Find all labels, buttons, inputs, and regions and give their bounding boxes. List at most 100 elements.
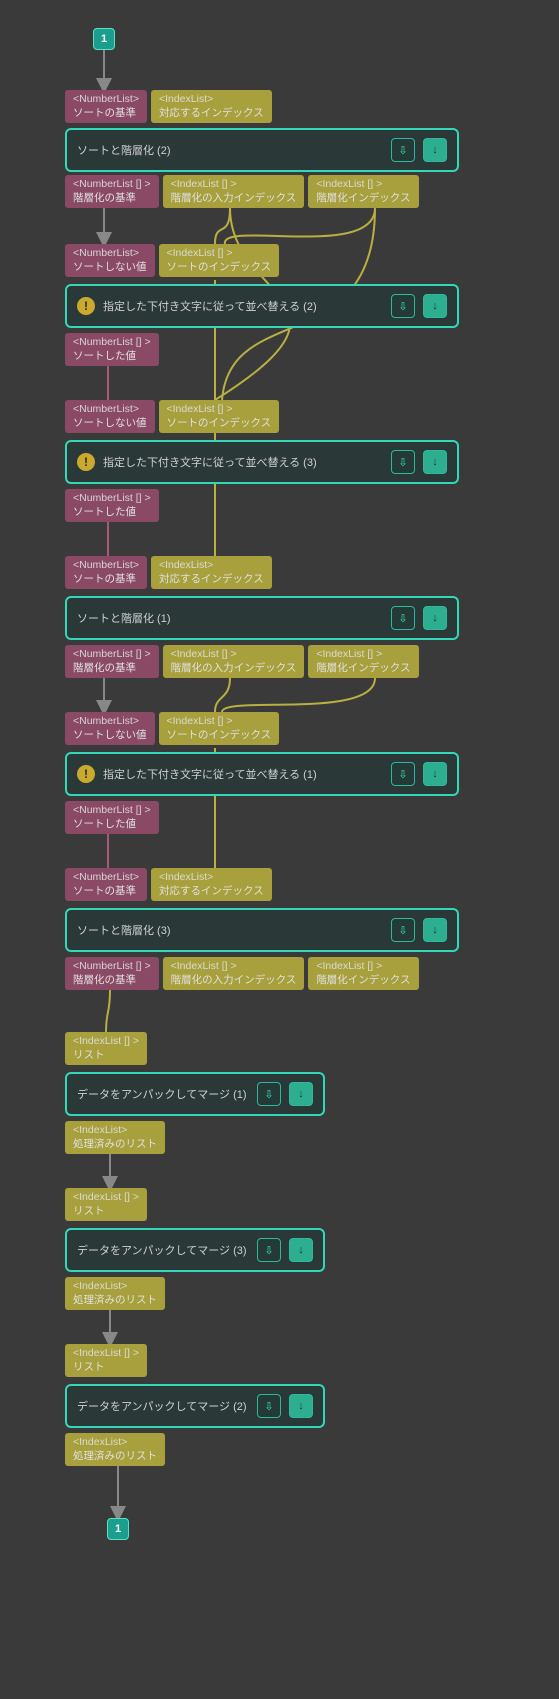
port-type: <NumberList [] > [73,648,151,660]
node-title: ソートと階層化 (1) [77,610,383,626]
port-sorted-value[interactable]: <NumberList [] > ソートした値 [65,489,159,522]
port-sort-basis[interactable]: <NumberList> ソートの基準 [65,90,147,123]
port-sort-index[interactable]: <IndexList [] > ソートのインデックス [159,712,280,745]
arrow-down-icon[interactable]: ↓ [423,294,447,318]
port-label: 階層化の入力インデックス [171,192,297,206]
node-sort-sub-3[interactable]: ! 指定した下付き文字に従って並べ替える (3) ⇩ ↓ [65,440,459,484]
arrow-down-icon[interactable]: ↓ [289,1238,313,1262]
node-title: ソートと階層化 (2) [77,142,383,158]
outputs-sort-hier-2: <NumberList [] > 階層化の基準 <IndexList [] > … [65,175,419,208]
port-hier-basis[interactable]: <NumberList [] > 階層化の基準 [65,957,159,990]
port-type: <IndexList [] > [73,1191,139,1203]
port-sorted-value[interactable]: <NumberList [] > ソートした値 [65,333,159,366]
port-hier-basis[interactable]: <NumberList [] > 階層化の基準 [65,645,159,678]
expand-down-icon[interactable]: ⇩ [391,918,415,942]
expand-down-icon[interactable]: ⇩ [391,762,415,786]
arrow-down-icon[interactable]: ↓ [423,606,447,630]
port-sort-index[interactable]: <IndexList [] > ソートのインデックス [159,400,280,433]
port-hier-index[interactable]: <IndexList [] > 階層化インデックス [308,645,418,678]
port-processed-list[interactable]: <IndexList> 処理済みのリスト [65,1433,165,1466]
port-label: 処理済みのリスト [73,1294,157,1308]
port-label: 階層化インデックス [316,662,410,676]
port-type: <IndexList> [73,1124,127,1136]
port-label: 階層化インデックス [316,192,410,206]
node-unpack-merge-2[interactable]: データをアンパックしてマージ (2) ⇩ ↓ [65,1384,325,1428]
port-type: <NumberList [] > [73,178,151,190]
port-hier-index[interactable]: <IndexList [] > 階層化インデックス [308,175,418,208]
inputs-sort-sub-3: <NumberList> ソートしない値 <IndexList [] > ソート… [65,400,279,433]
expand-down-icon[interactable]: ⇩ [391,294,415,318]
port-type: <IndexList [] > [316,960,382,972]
port-type: <NumberList> [73,247,139,259]
port-label: 階層化の入力インデックス [171,662,297,676]
port-list[interactable]: <IndexList [] > リスト [65,1032,147,1065]
start-node[interactable]: 1 [93,28,115,50]
port-sort-basis[interactable]: <NumberList> ソートの基準 [65,556,147,589]
port-unsorted-value[interactable]: <NumberList> ソートしない値 [65,244,155,277]
node-title: データをアンパックしてマージ (2) [77,1398,249,1414]
arrow-down-icon[interactable]: ↓ [423,762,447,786]
outputs-unpack-1: <IndexList> 処理済みのリスト [65,1121,165,1154]
port-type: <IndexList [] > [167,715,233,727]
outputs-sort-sub-1: <NumberList [] > ソートした値 [65,801,159,834]
end-node[interactable]: 1 [107,1518,129,1540]
node-sort-hier-2[interactable]: ソートと階層化 (2) ⇩ ↓ [65,128,459,172]
port-hier-basis[interactable]: <NumberList [] > 階層化の基準 [65,175,159,208]
node-sort-hier-1[interactable]: ソートと階層化 (1) ⇩ ↓ [65,596,459,640]
port-type: <IndexList [] > [171,178,237,190]
port-processed-list[interactable]: <IndexList> 処理済みのリスト [65,1121,165,1154]
port-list[interactable]: <IndexList [] > リスト [65,1188,147,1221]
port-unsorted-value[interactable]: <NumberList> ソートしない値 [65,712,155,745]
expand-down-icon[interactable]: ⇩ [391,606,415,630]
arrow-down-icon[interactable]: ↓ [289,1394,313,1418]
port-type: <NumberList> [73,403,139,415]
port-unsorted-value[interactable]: <NumberList> ソートしない値 [65,400,155,433]
port-hier-input-index[interactable]: <IndexList [] > 階層化の入力インデックス [163,175,305,208]
expand-down-icon[interactable]: ⇩ [391,450,415,474]
port-type: <NumberList> [73,715,139,727]
port-hier-input-index[interactable]: <IndexList [] > 階層化の入力インデックス [163,645,305,678]
port-processed-list[interactable]: <IndexList> 処理済みのリスト [65,1277,165,1310]
port-corresponding-index[interactable]: <IndexList> 対応するインデックス [151,556,272,589]
port-type: <IndexList> [73,1280,127,1292]
node-unpack-merge-3[interactable]: データをアンパックしてマージ (3) ⇩ ↓ [65,1228,325,1272]
expand-down-icon[interactable]: ⇩ [257,1238,281,1262]
port-label: ソートしない値 [73,261,147,275]
outputs-unpack-2: <IndexList> 処理済みのリスト [65,1433,165,1466]
port-label: 対応するインデックス [159,573,264,587]
port-corresponding-index[interactable]: <IndexList> 対応するインデックス [151,90,272,123]
outputs-unpack-3: <IndexList> 処理済みのリスト [65,1277,165,1310]
port-label: リスト [73,1049,139,1063]
port-hier-index[interactable]: <IndexList [] > 階層化インデックス [308,957,418,990]
node-sort-hier-3[interactable]: ソートと階層化 (3) ⇩ ↓ [65,908,459,952]
node-sort-sub-2[interactable]: ! 指定した下付き文字に従って並べ替える (2) ⇩ ↓ [65,284,459,328]
inputs-unpack-3: <IndexList [] > リスト [65,1188,147,1221]
expand-down-icon[interactable]: ⇩ [257,1082,281,1106]
port-type: <NumberList [] > [73,804,151,816]
port-label: 階層化インデックス [316,974,410,988]
node-unpack-merge-1[interactable]: データをアンパックしてマージ (1) ⇩ ↓ [65,1072,325,1116]
port-sort-basis[interactable]: <NumberList> ソートの基準 [65,868,147,901]
port-sort-index[interactable]: <IndexList [] > ソートのインデックス [159,244,280,277]
arrow-down-icon[interactable]: ↓ [423,918,447,942]
warning-icon: ! [77,453,95,471]
inputs-sort-hier-1: <NumberList> ソートの基準 <IndexList> 対応するインデッ… [65,556,272,589]
port-label: ソートした値 [73,350,151,364]
port-hier-input-index[interactable]: <IndexList [] > 階層化の入力インデックス [163,957,305,990]
port-type: <IndexList> [159,559,213,571]
outputs-sort-sub-2: <NumberList [] > ソートした値 [65,333,159,366]
arrow-down-icon[interactable]: ↓ [289,1082,313,1106]
port-label: リスト [73,1205,139,1219]
port-sorted-value[interactable]: <NumberList [] > ソートした値 [65,801,159,834]
port-list[interactable]: <IndexList [] > リスト [65,1344,147,1377]
port-type: <IndexList [] > [171,648,237,660]
arrow-down-icon[interactable]: ↓ [423,450,447,474]
port-corresponding-index[interactable]: <IndexList> 対応するインデックス [151,868,272,901]
arrow-down-icon[interactable]: ↓ [423,138,447,162]
expand-down-icon[interactable]: ⇩ [391,138,415,162]
inputs-sort-hier-2: <NumberList> ソートの基準 <IndexList> 対応するインデッ… [65,90,272,123]
node-sort-sub-1[interactable]: ! 指定した下付き文字に従って並べ替える (1) ⇩ ↓ [65,752,459,796]
port-label: ソートの基準 [73,107,139,121]
end-node-label: 1 [115,1523,121,1535]
expand-down-icon[interactable]: ⇩ [257,1394,281,1418]
